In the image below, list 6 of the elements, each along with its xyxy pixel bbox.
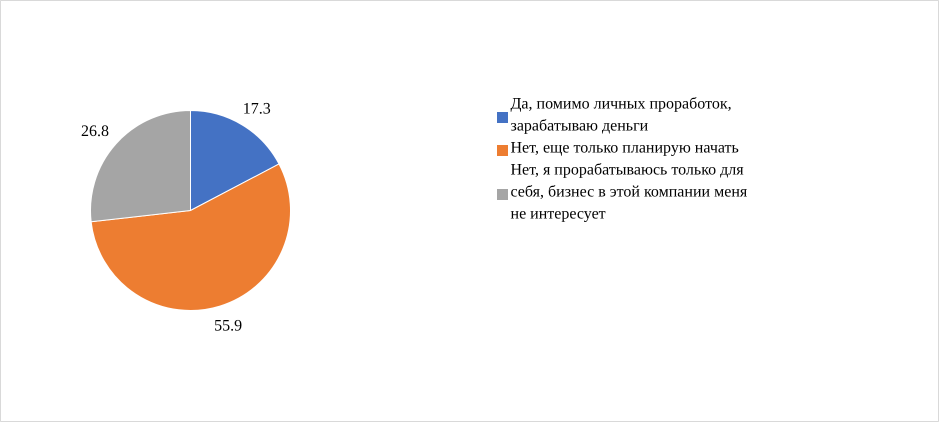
data-label: 26.8 [81, 123, 110, 140]
data-label: 55.9 [214, 318, 242, 335]
data-label: 17.3 [242, 100, 271, 118]
legend-label: Нет, я прорабатываюсь только для себя, бизнес в этой компании меня не интересует [510, 162, 748, 223]
legend-label: Нет, еще только планирую начать [510, 140, 739, 156]
legend-label: Да, помимо личных проработок, зарабатываю деньги [510, 96, 732, 135]
